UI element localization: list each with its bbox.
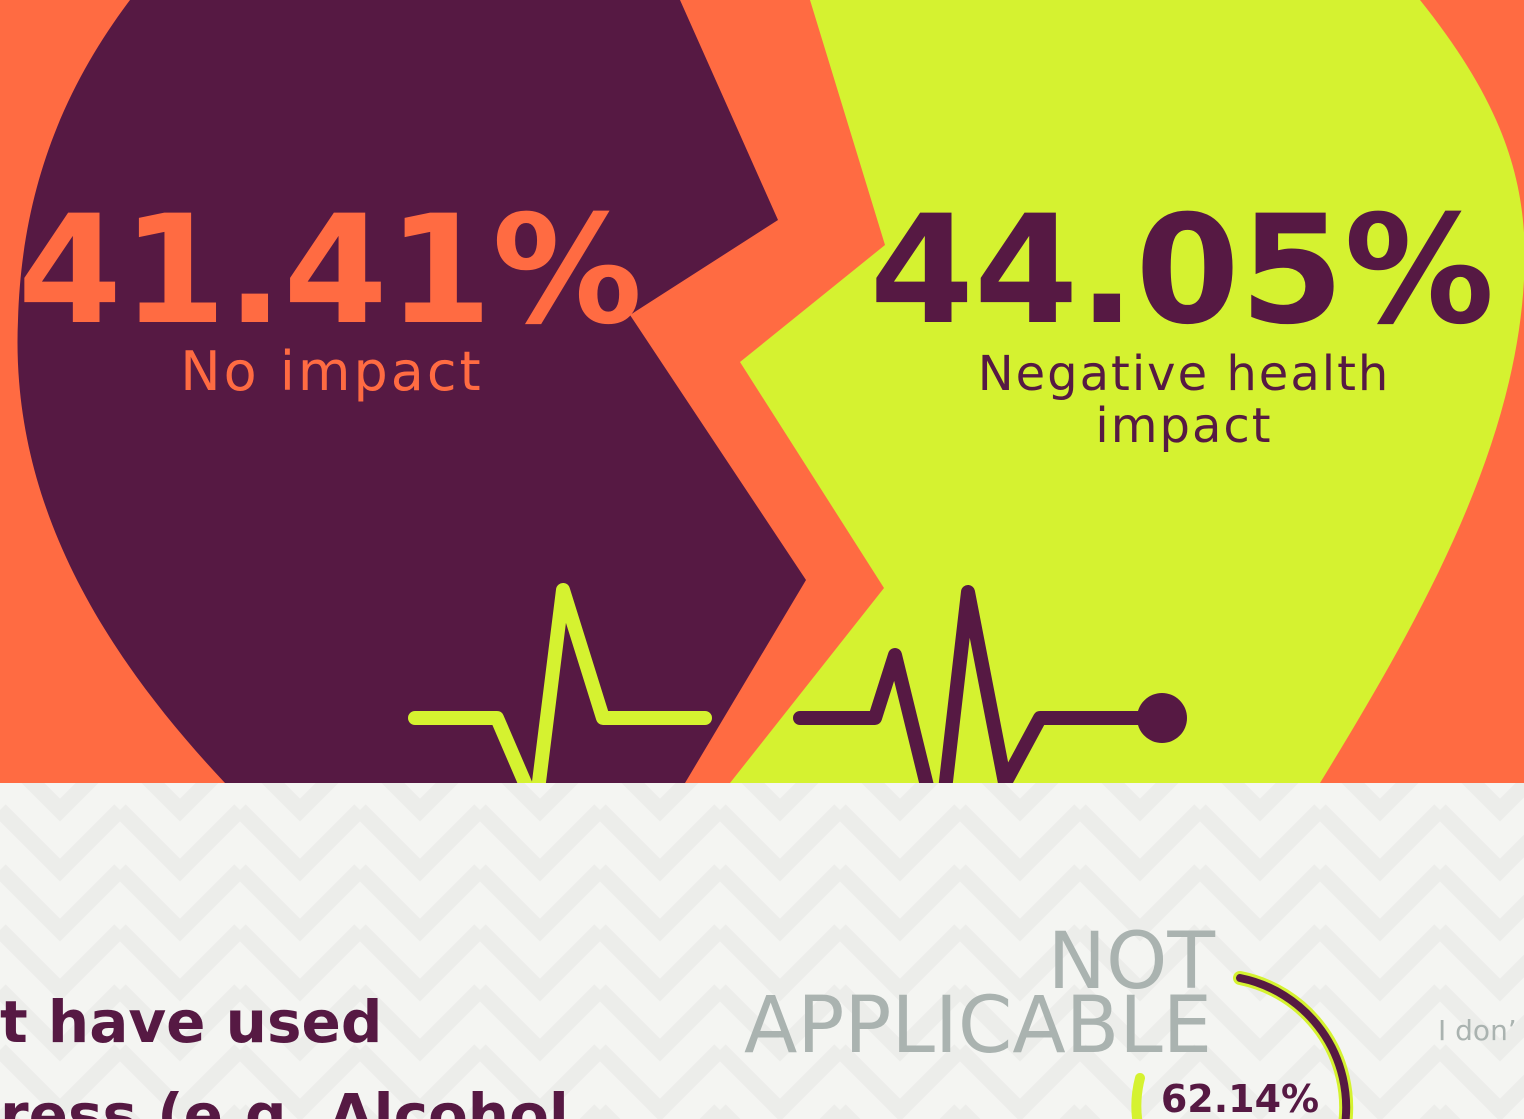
- heartbeat-dot: [1137, 693, 1187, 743]
- bottom-background: [0, 783, 1524, 1119]
- category-line: APPLICABLE: [744, 981, 1212, 1071]
- left-label: No impact: [180, 340, 483, 403]
- right-percent: 44.05%: [870, 184, 1495, 358]
- heading-line: ress (e.g. Alcohol: [0, 1081, 569, 1119]
- right-label-line: impact: [1095, 398, 1272, 454]
- heartbeat-lime: [408, 583, 712, 797]
- right-label-line: Negative health: [978, 346, 1391, 402]
- lime-shape: [730, 0, 1524, 783]
- heading-line: t have used: [0, 988, 382, 1056]
- arc: [1236, 974, 1351, 1119]
- arc-inner: [1131, 1073, 1145, 1119]
- left-percent: 41.41%: [18, 184, 643, 358]
- side-label: I don’: [1438, 1014, 1517, 1047]
- purple-shape: [17, 0, 806, 783]
- category-line: NOT: [1048, 917, 1216, 1007]
- percent: 62.14%: [1161, 1077, 1319, 1119]
